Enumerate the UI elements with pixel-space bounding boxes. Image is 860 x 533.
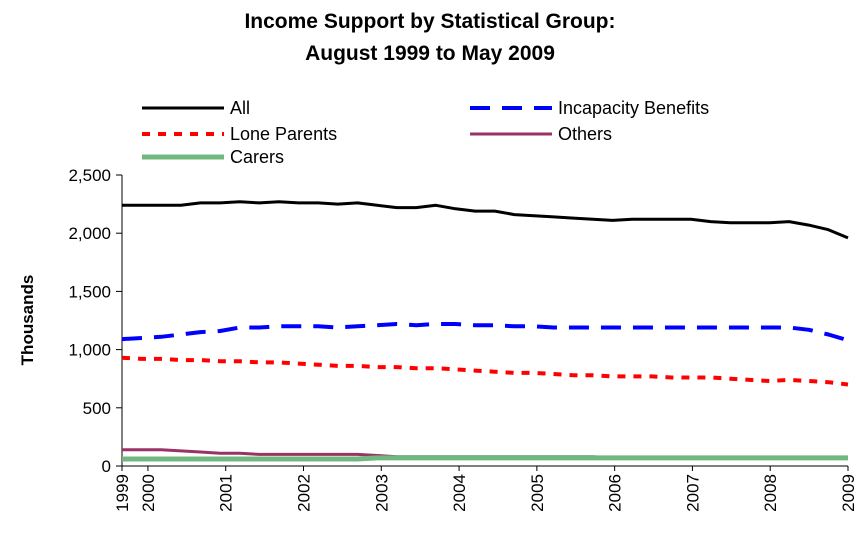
x-tick-label: 1999 xyxy=(113,474,132,512)
x-tick-label: 2006 xyxy=(606,474,625,512)
x-tick-label: 2008 xyxy=(761,474,780,512)
series-line-carers xyxy=(122,455,848,462)
x-tick-label: 2004 xyxy=(450,474,469,512)
x-tick-label: 2003 xyxy=(372,474,391,512)
series-line-lone-parents xyxy=(121,355,849,387)
legend-label-incapacity-benefits: Incapacity Benefits xyxy=(558,98,709,118)
y-axis-label: Thousands xyxy=(18,275,37,366)
legend-label-others: Others xyxy=(558,124,612,144)
y-tick-label: 2,500 xyxy=(68,166,111,185)
y-tick-label: 0 xyxy=(102,457,111,476)
chart-title-line-2: August 1999 to May 2009 xyxy=(305,42,555,65)
x-tick-label: 2009 xyxy=(839,474,858,512)
x-tick-label: 2005 xyxy=(528,474,547,512)
x-ticks: 1999 2000 2001 2002 2003 2004 2005 2006 2007 2008… xyxy=(113,466,858,512)
y-tick-label: 500 xyxy=(83,399,111,418)
legend: All Incapacity Benefits Lone Parents Others… xyxy=(142,98,709,167)
y-tick-label: 1,000 xyxy=(68,341,111,360)
series-line-incapacity-benefits xyxy=(121,322,849,343)
x-tick-label: 2000 xyxy=(139,474,158,512)
x-tick-label: 2002 xyxy=(295,474,314,512)
y-ticks: 0 500 1,000 1,500 2,000 2,500 xyxy=(68,166,122,476)
legend-label-carers: Carers xyxy=(230,147,284,167)
y-tick-label: 2,000 xyxy=(68,224,111,243)
y-tick-label: 1,500 xyxy=(68,282,111,301)
chart-title-line-1: Income Support by Statistical Group: xyxy=(244,10,615,33)
legend-label-lone-parents: Lone Parents xyxy=(230,124,337,144)
series-lines xyxy=(121,200,849,462)
series-line-all xyxy=(122,200,849,240)
x-tick-label: 2007 xyxy=(683,474,702,512)
legend-label-all: All xyxy=(230,98,250,118)
plot-area: 0 500 1,000 1,500 2,000 2,500 1999 2000 2001 200… xyxy=(68,166,858,512)
x-tick-label: 2001 xyxy=(217,474,236,512)
